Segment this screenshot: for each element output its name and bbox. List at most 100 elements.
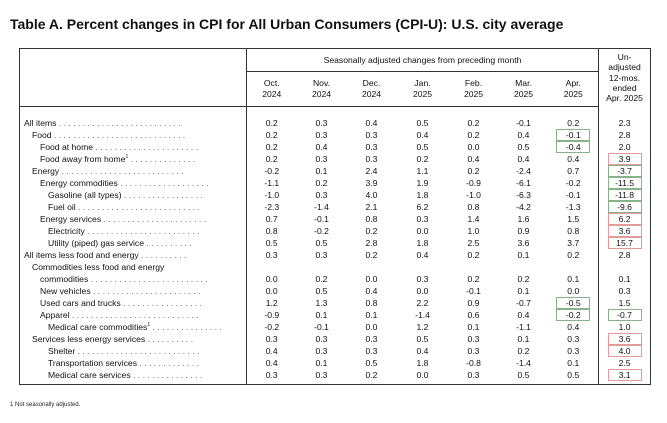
value: 0.1 — [315, 310, 328, 320]
row-label: Medical care commodities — [48, 322, 148, 332]
value: 0.2 — [365, 250, 378, 260]
value: 0.8 — [365, 214, 378, 224]
value-cell: 0.3 — [347, 345, 397, 357]
value-cell: -0.2 — [247, 165, 297, 177]
month-header: Jan. 2025 — [396, 71, 449, 107]
value-cell: -0.5 — [549, 297, 599, 309]
unadjusted-header: Un- adjusted 12-mos. ended Apr. 2025 — [598, 48, 652, 107]
table-row: Utility (piped) gas service . . . . . . … — [19, 237, 652, 249]
value-cell: 0.2 — [347, 369, 397, 381]
value: 0.1 — [315, 358, 328, 368]
value-cell: 0.9 — [449, 297, 499, 309]
dot-leader: . . . . . . . . . . . . . . — [128, 154, 196, 164]
value-cell: 1.1 — [397, 165, 449, 177]
value-cell: -0.4 — [549, 141, 599, 153]
value: 6.2 — [416, 202, 429, 212]
value-cell: 0.2 — [449, 273, 499, 285]
value-cell: 0.2 — [499, 273, 549, 285]
month-label: Mar. — [515, 78, 532, 88]
value: 0.0 — [365, 322, 378, 332]
month-header: Mar. 2025 — [498, 71, 549, 107]
unadjusted-cell: -3.7 — [598, 165, 652, 177]
row-label: Food at home — [40, 142, 94, 152]
value: 0.2 — [265, 118, 278, 128]
value-cell: 0.0 — [247, 285, 297, 297]
value: 0.2 — [265, 142, 278, 152]
unadjusted-cell: -11.5 — [598, 177, 652, 189]
value-cell: 1.5 — [549, 213, 599, 225]
value: 0.0 — [567, 286, 580, 296]
value: -1.0 — [466, 190, 481, 200]
value-cell: 0.0 — [247, 273, 297, 285]
value: 0.2 — [315, 178, 328, 188]
value: 0.5 — [416, 118, 429, 128]
unadjusted-value: 0.3 — [618, 286, 631, 296]
row-label: Used cars and trucks — [40, 298, 121, 308]
table-row: Food at home . . . . . . . . . . . . . .… — [19, 141, 652, 153]
footnote-ref: 1 — [125, 154, 129, 160]
value: -0.2 — [565, 178, 581, 188]
value-cell: -0.1 — [499, 117, 549, 129]
value-cell: 0.2 — [247, 117, 297, 129]
value: 0.3 — [265, 334, 278, 344]
value: 3.7 — [567, 238, 580, 248]
value-cell: -0.8 — [449, 357, 499, 369]
table-row: commodities . . . . . . . . . . . . . . … — [19, 273, 652, 285]
value-cell: 0.2 — [347, 249, 397, 261]
value: 0.5 — [517, 370, 530, 380]
value: 0.3 — [467, 370, 480, 380]
unadjusted-cell: -0.7 — [598, 309, 652, 321]
dot-leader: . . . . . . . . . . . . . . . . . . . . … — [51, 130, 186, 140]
dot-leader: . . . . . . . . . . . . . . . — [150, 322, 222, 332]
row-label-cell: Transportation services . . . . . . . . … — [19, 357, 247, 369]
value-cell: 0.1 — [499, 249, 549, 261]
table-row: Fuel oil . . . . . . . . . . . . . . . .… — [19, 201, 652, 213]
value-cell: 0.0 — [347, 273, 397, 285]
unadj-line: 12-mos. — [609, 72, 641, 83]
value: -1.1 — [264, 178, 280, 188]
unadjusted-cell: 2.5 — [598, 357, 652, 369]
unadjusted-value: 0.1 — [618, 274, 631, 284]
value: 0.4 — [517, 130, 530, 140]
month-header: Feb. 2025 — [448, 71, 499, 107]
value-cell: 0.3 — [347, 333, 397, 345]
row-label-cell: Energy services . . . . . . . . . . . . … — [19, 213, 247, 225]
highlighted-value: -0.5 — [556, 297, 591, 309]
value: 0.3 — [567, 346, 580, 356]
value-cell: 0.6 — [449, 309, 499, 321]
row-label-cell: Utility (piped) gas service . . . . . . … — [19, 237, 247, 249]
highlighted-unadjusted-value: -0.7 — [607, 309, 642, 321]
value: 0.2 — [315, 274, 328, 284]
value: -6.1 — [516, 178, 531, 188]
value: 0.4 — [315, 142, 328, 152]
value-cell: 0.3 — [297, 129, 347, 141]
row-label: commodities — [40, 274, 89, 284]
value: 0.3 — [315, 190, 328, 200]
value: 0.3 — [265, 370, 278, 380]
value: 0.4 — [265, 358, 278, 368]
value-cell: 0.3 — [297, 153, 347, 165]
row-label-cell: Commodities less food and energy — [19, 261, 247, 273]
value: 0.1 — [315, 166, 328, 176]
value-cell: -0.2 — [549, 309, 599, 321]
value: 3.6 — [517, 238, 530, 248]
table-row: Electricity . . . . . . . . . . . . . . … — [19, 225, 652, 237]
value-cell: 0.4 — [247, 357, 297, 369]
value: 1.6 — [517, 214, 530, 224]
value: 0.5 — [265, 238, 278, 248]
value-cell: 0.3 — [449, 369, 499, 381]
dot-leader: . . . . . . . . . . . . . . . . . . . — [117, 178, 209, 188]
unadj-line: Apr. 2025 — [606, 93, 643, 104]
value-cell: 0.2 — [347, 225, 397, 237]
value: -1.1 — [516, 322, 531, 332]
value: 0.0 — [416, 226, 429, 236]
value: 0.4 — [517, 154, 530, 164]
value: 0.0 — [467, 142, 480, 152]
value: 0.3 — [265, 250, 278, 260]
year-label: 2024 — [262, 89, 282, 99]
row-label-cell: All items . . . . . . . . . . . . . . . … — [19, 117, 247, 129]
value: -0.9 — [264, 310, 280, 320]
unadj-line: ended — [612, 82, 637, 93]
value: 0.8 — [365, 298, 378, 308]
month-header: Apr. 2025 — [548, 71, 599, 107]
